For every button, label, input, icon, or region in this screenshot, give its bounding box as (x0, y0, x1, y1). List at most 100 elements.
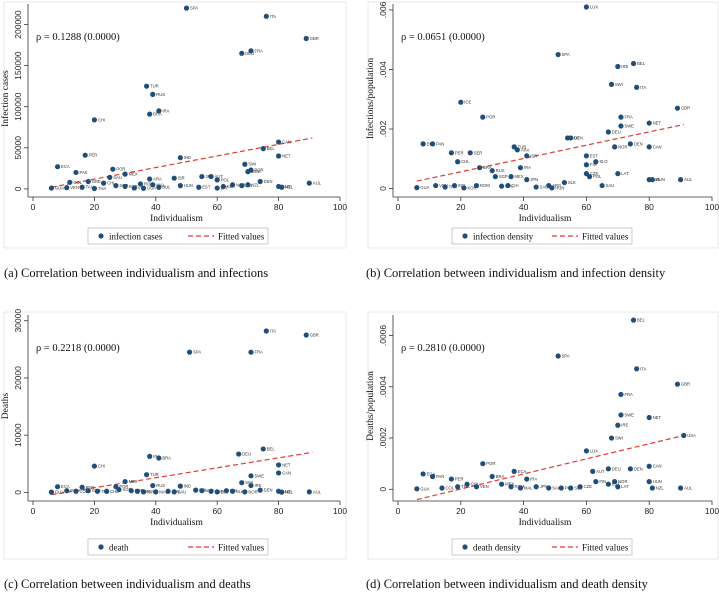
point-label: GUA (420, 486, 429, 491)
point-label: TUR (150, 472, 159, 477)
point-label: CHL (471, 482, 480, 487)
data-point (134, 488, 140, 494)
x-tick-label: 60 (212, 202, 222, 212)
point-label: BEL (267, 146, 276, 151)
point-label: POR (119, 484, 128, 489)
x-tick-label: 100 (333, 506, 347, 516)
point-label: DEN (634, 141, 643, 146)
point-label: RUS (156, 92, 165, 97)
point-label: AUL (313, 181, 322, 186)
data-point (627, 141, 633, 147)
point-label: COL (445, 486, 454, 491)
data-point (67, 179, 73, 185)
point-label: CAN (282, 140, 291, 145)
data-point (248, 482, 254, 489)
point-label: POL (221, 177, 230, 182)
point-label: ISR (178, 176, 185, 181)
legend-label-fit: Fitted values (218, 232, 265, 242)
caption-c: (c) Correlation between individualism an… (4, 577, 251, 591)
data-point (630, 60, 637, 67)
point-label: MAL (159, 489, 168, 494)
data-point (615, 484, 621, 490)
point-label: MEX (129, 172, 138, 177)
point-label: HUN (653, 479, 662, 484)
data-point (514, 147, 520, 153)
data-point (64, 185, 70, 191)
data-point (245, 169, 251, 175)
y-tick-label: .006 (378, 1, 388, 18)
point-label: DEU (242, 452, 251, 457)
data-point (64, 488, 70, 494)
point-label: ISR (530, 153, 537, 158)
x-tick-label: 80 (274, 506, 284, 516)
data-point (561, 179, 568, 186)
y-axis-title: Infection cases (0, 70, 11, 127)
data-point (177, 483, 183, 489)
point-label: SAU (552, 486, 561, 491)
data-point (208, 488, 214, 494)
point-label: DEU (612, 129, 621, 134)
y-tick-label: 0 (13, 186, 23, 191)
point-label: FIN (599, 479, 606, 484)
point-label: DEU (612, 466, 621, 471)
data-point (110, 166, 116, 172)
data-point (583, 153, 590, 159)
point-label: GBR (681, 106, 690, 111)
point-label: DEN (634, 466, 643, 471)
fitted-line (51, 137, 313, 188)
point-label: PER (455, 150, 464, 155)
point-label: AUL (684, 177, 693, 182)
point-label: SPA (190, 6, 198, 11)
y-tick-label: .004 (378, 61, 388, 78)
legend-marker-points (462, 233, 468, 239)
point-label: LUX (590, 448, 598, 453)
fitted-line (51, 451, 313, 496)
data-point (646, 414, 652, 421)
point-label: CAN (653, 144, 662, 149)
panel-frame (3, 1, 347, 249)
point-label: POR (486, 115, 495, 120)
data-point (593, 159, 599, 165)
point-label: SWI (248, 162, 256, 167)
point-label: RUS (496, 168, 505, 173)
y-tick-label: 30000 (13, 309, 23, 333)
data-point (122, 478, 128, 485)
point-label: IRA (524, 165, 531, 170)
point-label: SWE (251, 169, 261, 174)
x-tick-label: 80 (274, 202, 284, 212)
data-point (583, 162, 590, 168)
point-label: CAN (653, 464, 662, 469)
x-tick-label: 20 (90, 202, 100, 212)
data-point (171, 489, 177, 495)
legend-box (87, 538, 269, 556)
legend-box (451, 538, 633, 556)
point-label: GUA (420, 185, 429, 190)
point-label: IRA (530, 477, 537, 482)
point-label: DEU (245, 51, 254, 56)
data-point (414, 185, 420, 191)
data-point (156, 108, 162, 114)
data-point (646, 144, 652, 150)
data-point (229, 182, 236, 188)
point-label: SWI (245, 480, 253, 485)
point-label: BEL (637, 318, 646, 323)
data-point (150, 182, 156, 188)
data-point (229, 488, 236, 494)
point-label: LAT (221, 186, 229, 191)
point-label: SPA (562, 52, 570, 57)
point-label: IRA (153, 454, 160, 459)
legend-label-fit: Fitted values (582, 232, 629, 242)
data-point (276, 153, 282, 159)
data-point (615, 63, 621, 70)
data-point (546, 485, 552, 491)
point-label: CHL (110, 489, 119, 494)
y-tick-label: .002 (378, 120, 388, 137)
point-label: HUN (555, 185, 564, 190)
y-axis-title: Deaths/population (366, 371, 376, 441)
data-point (122, 171, 128, 177)
point-label: BRA (496, 474, 505, 479)
data-point (605, 129, 611, 135)
data-point (91, 463, 97, 469)
rho-annotation: ρ = 0.0651 (0.0000) (401, 32, 485, 43)
point-label: GUA (55, 490, 64, 495)
